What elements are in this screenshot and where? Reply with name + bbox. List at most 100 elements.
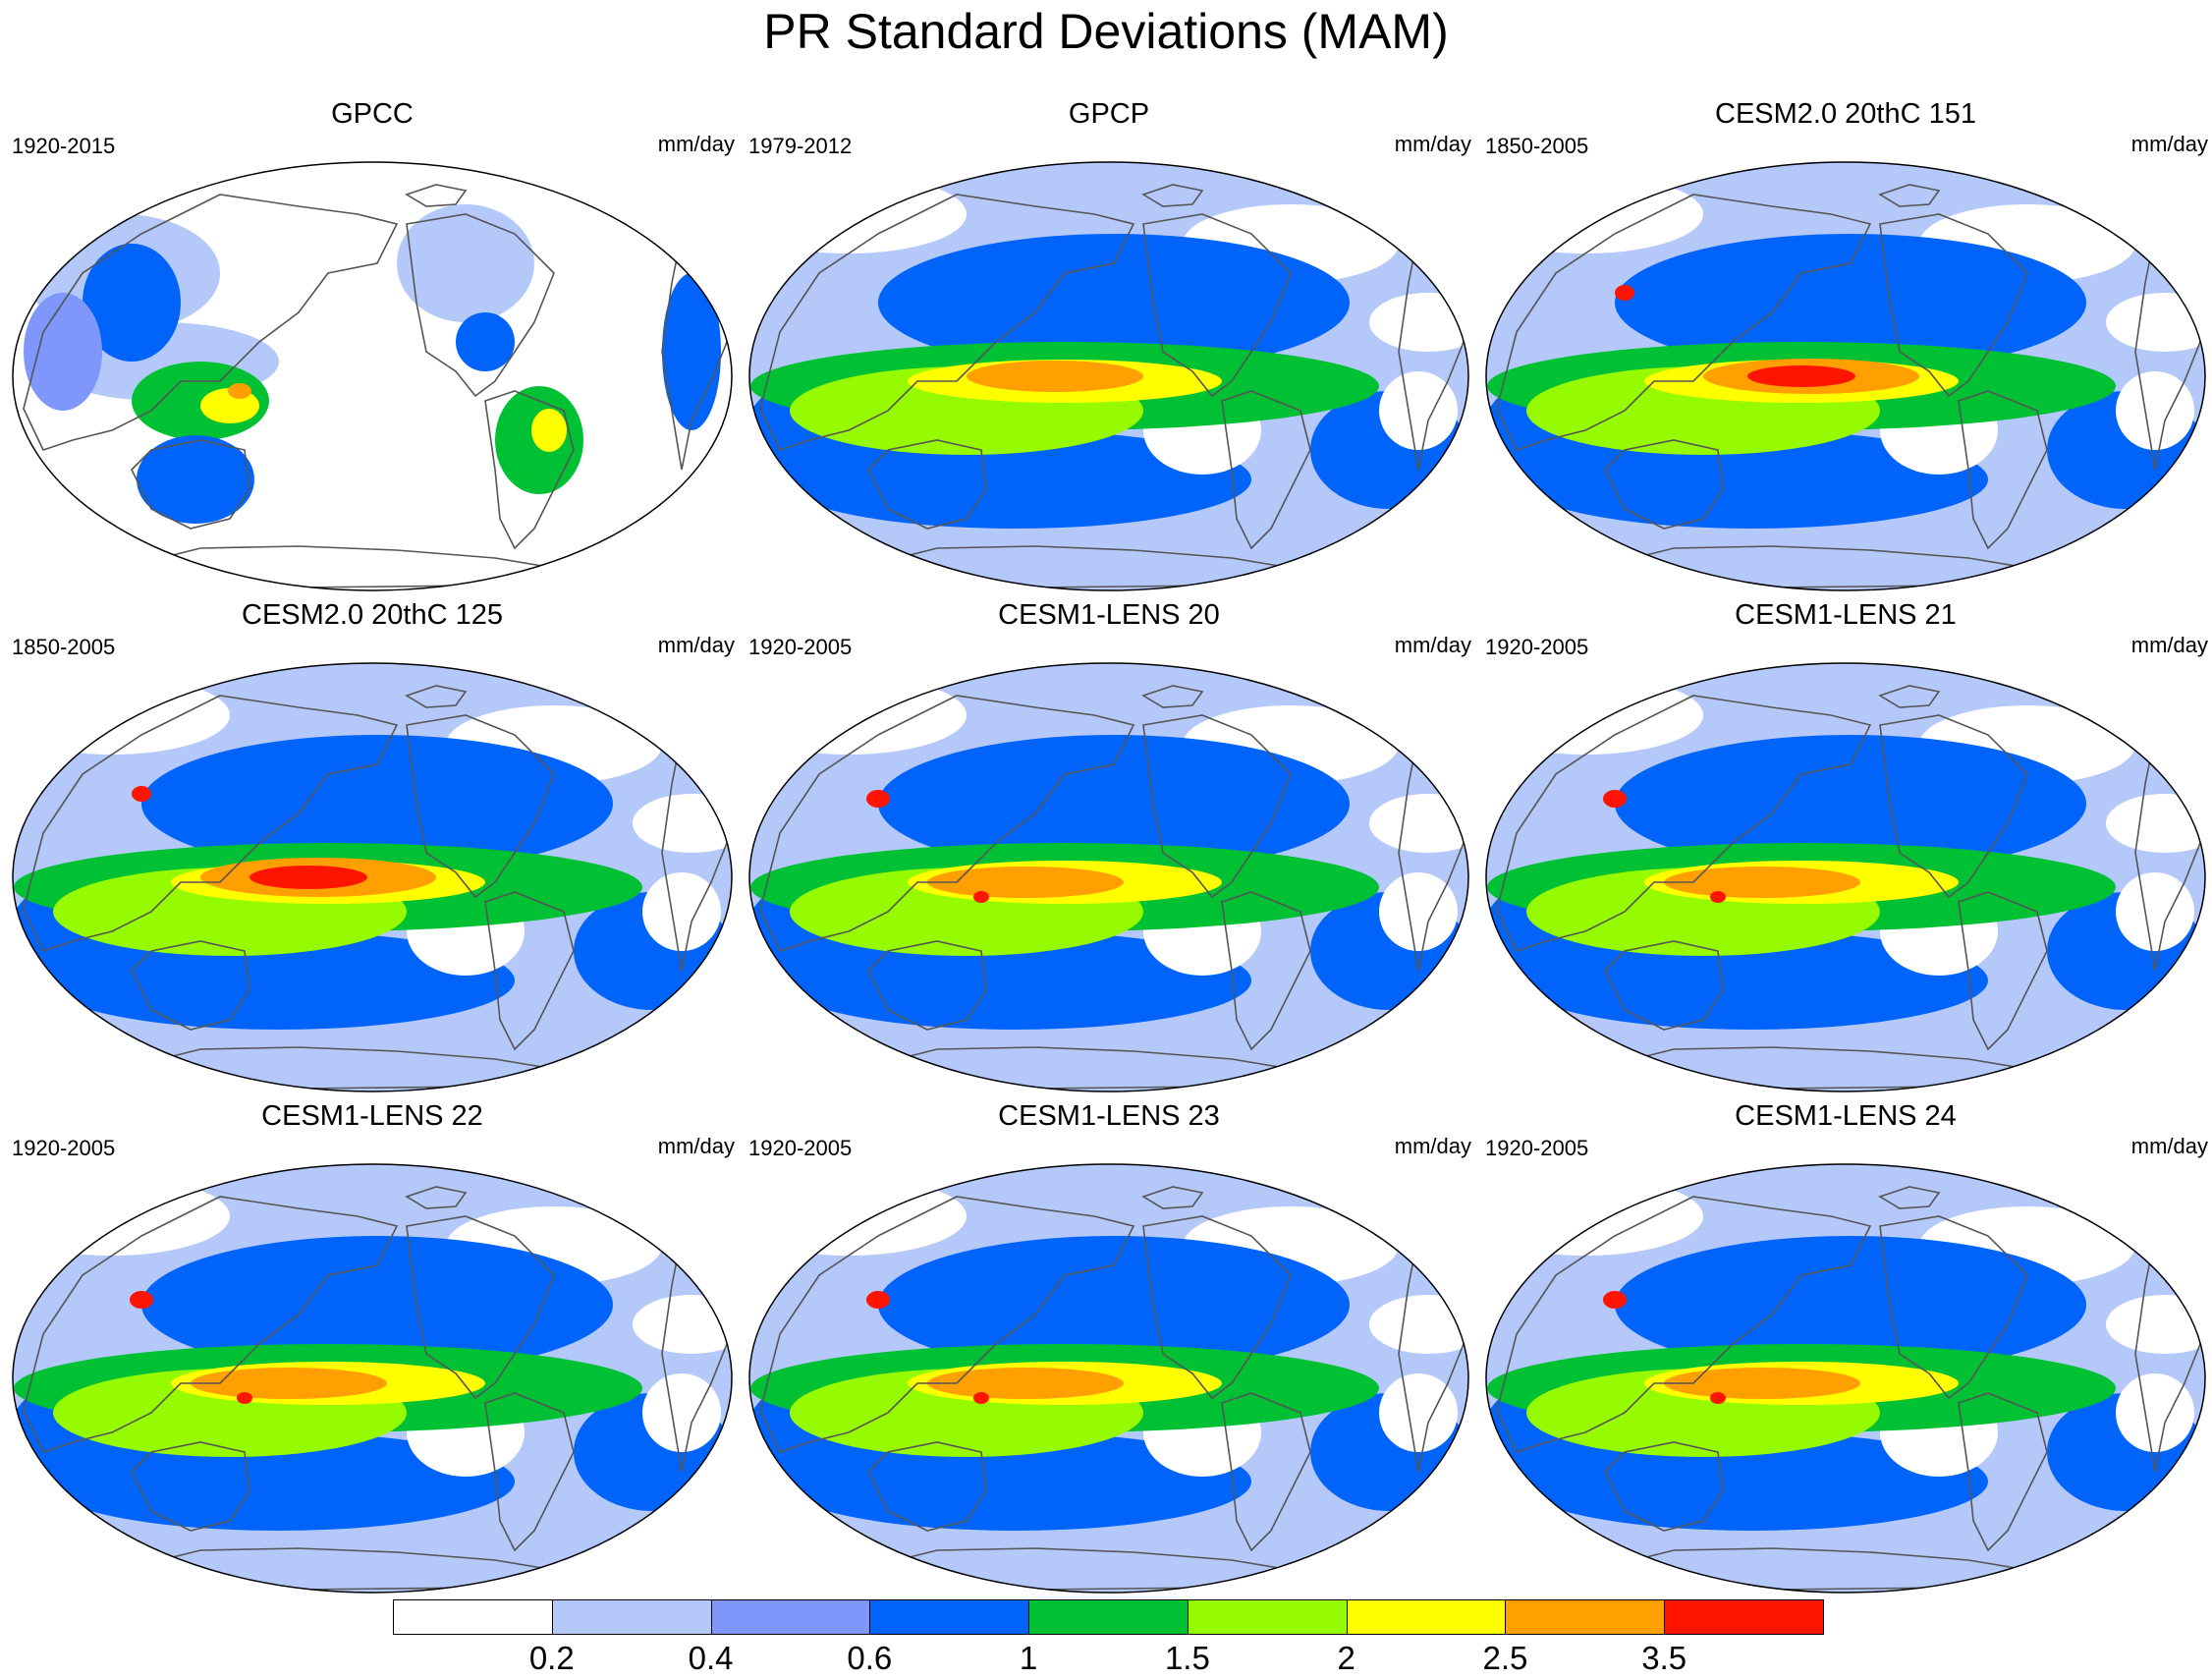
map-border — [12, 161, 733, 591]
coastline — [1958, 1392, 2048, 1552]
colorbar-tick-label: 2 — [1337, 1640, 1355, 1676]
south-pacific-band — [780, 1432, 1251, 1531]
panel-years: 1979-2012 — [748, 134, 853, 158]
asia-hotspot — [1615, 285, 1634, 301]
north-pacific-band — [1615, 735, 2086, 872]
maritime-hotspot — [1710, 891, 1726, 903]
map-border — [748, 1163, 1469, 1594]
colorbar-cell — [1505, 1599, 1666, 1635]
coastline — [484, 1392, 575, 1552]
colorbar: 0.2 0.4 0.6 1 1.5 2 2.5 3.5 — [393, 1599, 1824, 1678]
asia-hotspot — [132, 786, 151, 802]
north-pacific-band — [878, 1236, 1350, 1373]
world-map — [748, 161, 1469, 591]
asia-monsoon-band — [83, 244, 181, 362]
south-pacific-band — [780, 430, 1251, 529]
atlantic-itcz — [1222, 364, 1359, 399]
coastline — [759, 1196, 1135, 1453]
map-panel-gpcp: GPCP 1979-2012 mm/day — [741, 96, 1477, 597]
coastline — [131, 1441, 250, 1532]
panel-title: CESM2.0 20thC 125 — [242, 599, 503, 631]
coastline — [23, 695, 399, 952]
panel-title: CESM1-LENS 22 — [261, 1100, 483, 1132]
coastline — [1604, 1441, 1724, 1532]
south-atlantic-dry — [642, 1373, 721, 1452]
coastline — [1879, 714, 2028, 899]
north-pacific-band — [141, 735, 613, 872]
world-map — [1485, 1163, 2206, 1594]
south-pacific-band — [780, 931, 1251, 1030]
south-pacific-band — [1517, 1432, 1988, 1531]
maritime-hotspot — [1710, 1392, 1726, 1404]
colorbar-tick-label: 0.2 — [528, 1640, 575, 1676]
world-map — [748, 662, 1469, 1092]
map-border — [1485, 161, 2206, 591]
coastline — [1141, 1186, 1204, 1209]
colorbar-cell — [393, 1599, 553, 1635]
panel-title: GPCC — [331, 98, 414, 130]
coastline — [1879, 213, 2028, 398]
australia-band — [137, 435, 254, 524]
south-atlantic-dry — [1379, 1373, 1458, 1452]
coastline — [1142, 213, 1292, 398]
pacific-max — [1664, 867, 1860, 898]
south-atlantic-dry — [2116, 1373, 2194, 1452]
figure-title: PR Standard Deviations (MAM) — [763, 4, 1449, 59]
coastline — [1496, 695, 1872, 952]
coastline — [131, 940, 250, 1031]
coastline — [1878, 1186, 1941, 1209]
map-border — [1485, 1163, 2206, 1594]
dry-zone-north-asia — [1486, 1177, 1703, 1256]
pacific-max — [927, 867, 1124, 898]
maritime-hotspot — [973, 1392, 989, 1404]
panel-title: CESM1-LENS 21 — [1735, 599, 1957, 631]
south-atlantic-dry — [642, 872, 721, 951]
dry-zone-north-asia — [749, 676, 967, 755]
south-pacific-band — [43, 1432, 515, 1531]
panel-units: mm/day — [2130, 633, 2208, 657]
panel-units: mm/day — [1394, 132, 1471, 156]
panel-title: CESM2.0 20thC 151 — [1715, 98, 1976, 130]
panel-title: CESM1-LENS 20 — [998, 599, 1220, 631]
map-panel-lens-20: CESM1-LENS 20 1920-2005 mm/day — [741, 597, 1477, 1098]
colorbar-tick-label: 0.6 — [847, 1640, 893, 1676]
colorbar-tick-label: 0.4 — [688, 1640, 734, 1676]
pacific-max — [191, 1368, 387, 1399]
coastline — [1604, 439, 1724, 530]
coastline — [1141, 184, 1204, 207]
coastline — [1958, 390, 2048, 550]
dry-zone-north-asia — [749, 1177, 967, 1256]
atlantic-itcz — [485, 865, 623, 900]
maritime-max — [228, 383, 251, 399]
asia-hotspot — [130, 1291, 153, 1309]
atlantic-itcz — [1222, 1366, 1359, 1401]
atlantic-itcz — [485, 1366, 623, 1401]
map-panel-lens-21: CESM1-LENS 21 1920-2005 mm/day — [1477, 597, 2212, 1098]
colorbar-cell — [869, 1599, 1030, 1635]
panel-years: 1920-2005 — [748, 635, 853, 659]
map-border — [748, 662, 1469, 1092]
coastline — [131, 439, 250, 530]
coastline — [867, 1441, 987, 1532]
asia-hotspot — [1603, 1291, 1627, 1309]
colorbar-cell — [710, 1599, 871, 1635]
coastline — [1142, 1215, 1292, 1400]
map-panel-cesm2-125: CESM2.0 20thC 125 1850-2005 mm/day — [4, 597, 741, 1098]
coastline — [1496, 194, 1872, 451]
pacific-max — [927, 1368, 1124, 1399]
coastline — [1958, 891, 2048, 1051]
colorbar-tick-label: 3.5 — [1641, 1640, 1687, 1676]
north-pacific-band — [1615, 234, 2086, 371]
map-border — [12, 1163, 733, 1594]
coastline — [867, 439, 987, 530]
south-atlantic-dry — [1379, 872, 1458, 951]
panel-units: mm/day — [2130, 1134, 2208, 1158]
north-pacific-band — [878, 234, 1350, 371]
colorbar-cell — [1187, 1599, 1348, 1635]
world-map — [1485, 662, 2206, 1092]
coastline — [1878, 184, 1941, 207]
atlantic-itcz — [1959, 364, 2096, 399]
pacific-extreme — [249, 866, 367, 889]
colorbar-tick-label: 2.5 — [1482, 1640, 1528, 1676]
dry-zone-north-asia — [1486, 175, 1703, 253]
